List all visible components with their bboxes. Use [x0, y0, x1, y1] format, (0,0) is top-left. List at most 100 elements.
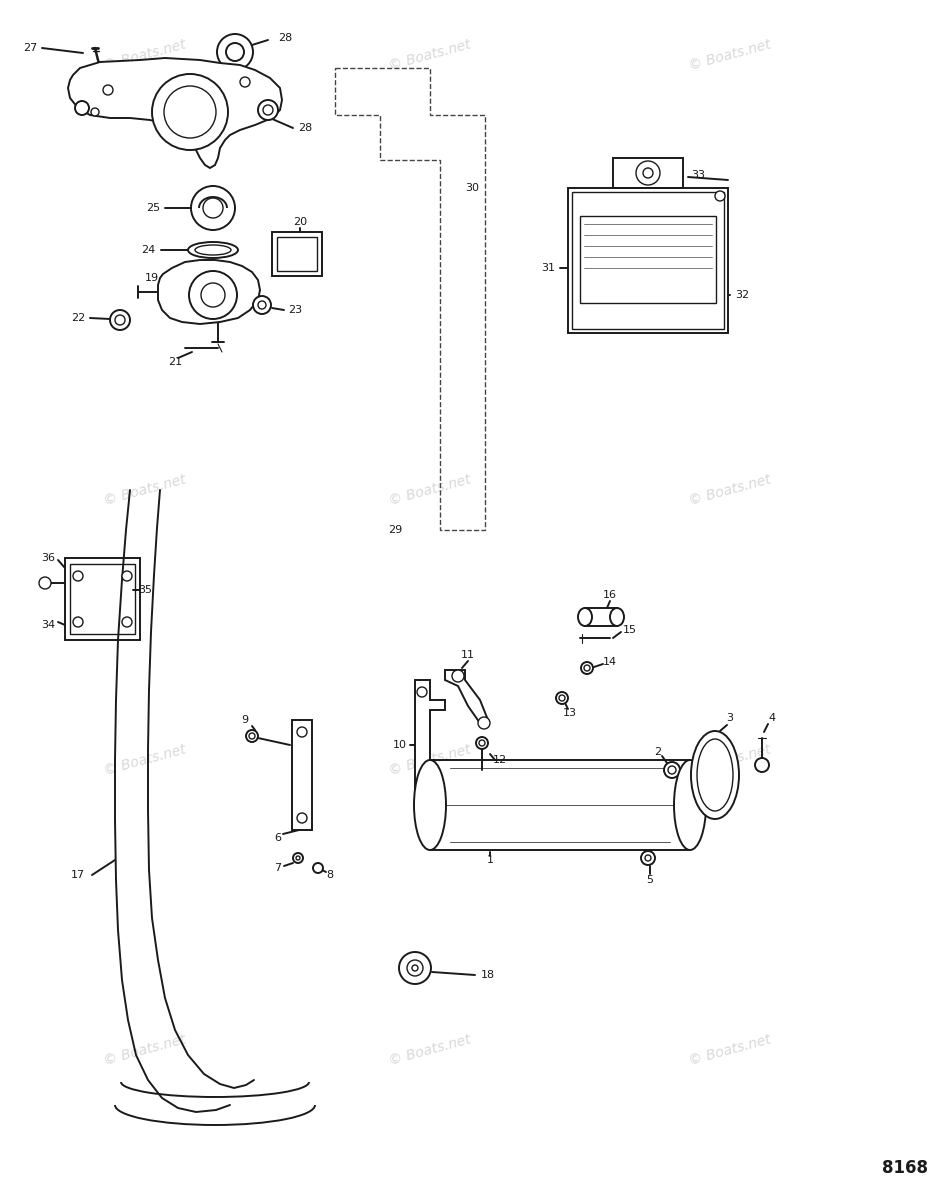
Circle shape	[201, 283, 225, 307]
Circle shape	[313, 863, 323, 874]
Bar	[572, 192, 724, 329]
Circle shape	[164, 86, 216, 138]
Text: © Boats.net: © Boats.net	[687, 37, 773, 73]
Bar	[568, 188, 728, 332]
Text: 35: 35	[138, 584, 152, 595]
Polygon shape	[415, 680, 445, 805]
Text: 28: 28	[298, 122, 312, 133]
Ellipse shape	[414, 760, 446, 850]
Text: 3: 3	[726, 713, 733, 722]
Circle shape	[412, 965, 418, 971]
Polygon shape	[68, 58, 282, 168]
Circle shape	[297, 814, 307, 823]
Text: © Boats.net: © Boats.net	[102, 37, 188, 73]
Circle shape	[476, 737, 488, 749]
Circle shape	[226, 43, 244, 61]
Ellipse shape	[195, 245, 231, 254]
Circle shape	[668, 766, 676, 774]
Text: © Boats.net: © Boats.net	[687, 473, 773, 508]
Circle shape	[297, 727, 307, 737]
Circle shape	[253, 296, 271, 314]
Polygon shape	[158, 260, 260, 324]
Circle shape	[122, 571, 132, 581]
Text: 7: 7	[274, 863, 282, 874]
Ellipse shape	[188, 242, 238, 258]
Circle shape	[479, 740, 485, 746]
Text: 19: 19	[145, 272, 159, 283]
Circle shape	[258, 301, 266, 308]
Text: 5: 5	[646, 875, 653, 886]
Text: 32: 32	[735, 290, 749, 300]
Text: 28: 28	[278, 32, 292, 43]
Circle shape	[217, 34, 253, 70]
Text: © Boats.net: © Boats.net	[387, 1032, 473, 1068]
Ellipse shape	[610, 608, 624, 626]
Text: 36: 36	[41, 553, 55, 563]
Text: 10: 10	[393, 740, 407, 750]
Circle shape	[584, 665, 590, 671]
Circle shape	[122, 617, 132, 626]
Circle shape	[258, 100, 278, 120]
Text: 33: 33	[691, 170, 705, 180]
Text: 14: 14	[603, 658, 617, 667]
Text: 34: 34	[41, 620, 55, 630]
Circle shape	[189, 271, 237, 319]
Circle shape	[152, 74, 228, 150]
Text: 6: 6	[274, 833, 282, 842]
Ellipse shape	[691, 731, 739, 818]
Text: 20: 20	[293, 217, 307, 227]
Text: 27: 27	[23, 43, 37, 53]
Text: 8168: 8168	[882, 1159, 928, 1177]
Text: 1: 1	[486, 854, 493, 865]
Circle shape	[417, 686, 427, 697]
Circle shape	[556, 692, 568, 704]
Text: © Boats.net: © Boats.net	[387, 473, 473, 508]
Text: 16: 16	[603, 590, 617, 600]
Circle shape	[75, 101, 89, 115]
Text: © Boats.net: © Boats.net	[387, 743, 473, 778]
Circle shape	[452, 670, 464, 682]
Circle shape	[407, 960, 423, 976]
Circle shape	[559, 695, 565, 701]
Circle shape	[636, 161, 660, 185]
Text: 17: 17	[71, 870, 85, 880]
Text: 18: 18	[481, 970, 495, 980]
Polygon shape	[445, 670, 488, 726]
Bar	[272, 232, 322, 276]
Text: 4: 4	[768, 713, 776, 722]
Text: © Boats.net: © Boats.net	[687, 1032, 773, 1068]
Ellipse shape	[674, 760, 706, 850]
Bar	[292, 720, 312, 830]
Circle shape	[240, 77, 250, 86]
Text: 13: 13	[563, 708, 577, 718]
Circle shape	[246, 730, 258, 742]
Text: © Boats.net: © Boats.net	[102, 743, 188, 778]
Text: © Boats.net: © Boats.net	[102, 1032, 188, 1068]
Text: 11: 11	[461, 650, 475, 660]
Circle shape	[103, 85, 113, 95]
Bar	[585, 608, 617, 626]
Text: © Boats.net: © Boats.net	[687, 743, 773, 778]
Circle shape	[249, 733, 255, 739]
Text: 25: 25	[146, 203, 160, 214]
Bar	[70, 564, 135, 634]
Circle shape	[73, 571, 83, 581]
Circle shape	[643, 168, 653, 178]
Bar	[65, 558, 140, 640]
Bar	[613, 158, 683, 188]
Text: 2: 2	[654, 746, 662, 757]
Circle shape	[110, 310, 130, 330]
Circle shape	[115, 314, 125, 325]
Text: 12: 12	[493, 755, 507, 766]
Circle shape	[263, 104, 273, 115]
Circle shape	[664, 762, 680, 778]
Text: 9: 9	[242, 715, 248, 725]
Text: © Boats.net: © Boats.net	[102, 473, 188, 508]
Circle shape	[91, 108, 99, 116]
Circle shape	[715, 191, 725, 200]
Text: 29: 29	[387, 526, 402, 535]
Circle shape	[39, 577, 51, 589]
Text: 21: 21	[168, 358, 182, 367]
Text: 22: 22	[70, 313, 85, 323]
Text: 15: 15	[623, 625, 637, 635]
